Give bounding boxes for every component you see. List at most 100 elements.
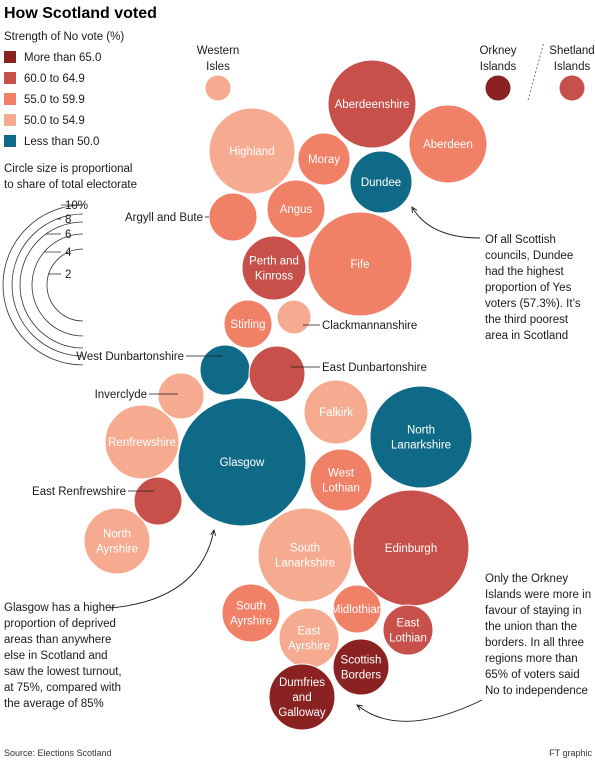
bubble-western-isles xyxy=(204,74,232,102)
legend-label-55-0-to-59-9: 55.0 to 59.9 xyxy=(24,94,85,106)
bubble-argyll-and-bute xyxy=(208,192,258,242)
bubble-perth-and-kinross xyxy=(241,235,307,301)
size-key-label: 2 xyxy=(65,269,71,281)
bubble-west-dunbartonshire xyxy=(199,344,251,396)
credit-note: FT graphic xyxy=(549,748,592,758)
size-caption-line-2: to share of total electorate xyxy=(4,179,137,191)
label-inverclyde: Inverclyde xyxy=(95,389,147,401)
legend-swatch-less-than-50-0 xyxy=(4,135,16,147)
size-key-circle xyxy=(31,233,84,337)
legend-swatch-55-0-to-59-9 xyxy=(4,93,16,105)
legend-label-50-0-to-54-9: 50.0 to 54.9 xyxy=(24,115,85,127)
size-key-circle xyxy=(11,213,84,357)
bubble-dumfries-and-galloway xyxy=(268,663,336,731)
label-east-lothian: East Lothian xyxy=(389,618,427,645)
bubbles: Western Isles Aberdeenshire Orkney Islands Sh… xyxy=(32,45,595,731)
annotations: Of all Scottish councils, Dundee had the h… xyxy=(4,206,591,722)
size-key-label: 8 xyxy=(65,214,71,226)
bubble-moray xyxy=(297,132,351,186)
legend-swatch-50-0-to-54-9 xyxy=(4,114,16,126)
bubble-aberdeen xyxy=(408,104,488,184)
bubble-east-lothian xyxy=(382,604,434,656)
label-orkney-islands: Orkney Islands xyxy=(479,45,516,73)
label-highland: Highland xyxy=(229,146,274,158)
label-fife: Fife xyxy=(350,259,369,271)
label-argyll-and-bute: Argyll and Bute xyxy=(125,212,203,224)
arrow-dundee-head xyxy=(411,206,418,214)
arrow-dundee xyxy=(411,206,481,239)
arrow-glasgow-head xyxy=(210,528,217,536)
bubble-midlothian xyxy=(332,584,382,634)
arrow-glasgow xyxy=(109,529,215,609)
label-western-isles: Western Isles xyxy=(197,45,240,73)
bubble-west-lothian xyxy=(309,448,373,512)
size-key-circle xyxy=(19,221,84,349)
label-west-dunbartonshire: West Dunbartonshire xyxy=(76,351,184,363)
arrow-orkney-head xyxy=(356,704,363,711)
label-south-ayrshire: South Ayrshire xyxy=(230,601,272,628)
bubble-orkney-islands xyxy=(484,74,512,102)
bubble-south-ayrshire xyxy=(221,583,281,643)
label-falkirk: Falkirk xyxy=(319,407,353,419)
legend-label-60-0-to-64-9: 60.0 to 64.9 xyxy=(24,73,85,85)
label-scottish-borders: Scottish Borders xyxy=(341,655,382,682)
legend-swatch-60-0-to-64-9 xyxy=(4,72,16,84)
legend-label-less-than-50-0: Less than 50.0 xyxy=(24,136,99,148)
label-glasgow: Glasgow xyxy=(220,457,265,469)
annotation-glasgow: Glasgow has a higher proportion of depriv… xyxy=(4,602,122,710)
label-angus: Angus xyxy=(280,204,313,216)
label-moray: Moray xyxy=(308,154,340,166)
label-renfrewshire: Renfrewshire xyxy=(108,437,176,449)
bubble-renfrewshire xyxy=(104,404,180,480)
legend-swatch-more-than-65-0 xyxy=(4,51,16,63)
label-aberdeen: Aberdeen xyxy=(423,139,473,151)
bubble-shetland-islands xyxy=(558,74,586,102)
bubble-north-lanarkshire xyxy=(369,385,473,489)
size-key-circle xyxy=(2,204,84,366)
size-key-label: 4 xyxy=(65,247,72,259)
legend: More than 65.0 60.0 to 64.9 55.0 to 59.9 50… xyxy=(4,51,101,148)
annotation-orkney: Only the Orkney Islands were more in favou… xyxy=(485,573,591,697)
label-stirling: Stirling xyxy=(230,319,265,331)
source-note: Source: Elections Scotland xyxy=(4,748,112,758)
label-dundee: Dundee xyxy=(361,177,401,189)
annotation-dundee: Of all Scottish councils, Dundee had the h… xyxy=(485,234,581,342)
label-perth-and-kinross: Perth and Kinross xyxy=(249,256,299,283)
bubble-clackmannanshire xyxy=(276,299,312,335)
label-west-lothian: West Lothian xyxy=(322,468,360,495)
orkney-shetland-divider xyxy=(527,41,545,101)
label-north-lanarkshire: North Lanarkshire xyxy=(391,425,451,452)
legend-title: Strength of No vote (%) xyxy=(4,31,124,43)
bubble-east-ayrshire xyxy=(278,607,340,669)
label-dumfries-and-galloway: Dumfries and Galloway xyxy=(278,677,326,719)
bubble-scottish-borders xyxy=(332,638,390,696)
bubble-east-renfrewshire xyxy=(133,476,183,526)
bubble-angus xyxy=(266,179,326,239)
label-midlothian: Midlothian xyxy=(331,604,383,616)
label-aberdeenshire: Aberdeenshire xyxy=(335,99,410,111)
bubble-glasgow xyxy=(177,397,307,527)
size-key: 10% 8 6 4 2 xyxy=(2,200,88,366)
label-north-ayrshire: North Ayrshire xyxy=(96,529,138,556)
label-east-renfrewshire: East Renfrewshire xyxy=(32,486,126,498)
bubble-aberdeenshire xyxy=(327,59,417,149)
arrow-orkney xyxy=(356,699,483,722)
size-key-circle xyxy=(46,248,84,322)
label-edinburgh: Edinburgh xyxy=(385,543,437,555)
label-south-lanarkshire: South Lanarkshire xyxy=(275,543,335,570)
bubble-inverclyde xyxy=(157,372,205,420)
legend-label-more-than-65-0: More than 65.0 xyxy=(24,52,101,64)
label-east-dunbartonshire: East Dunbartonshire xyxy=(322,362,427,374)
bubble-east-dunbartonshire xyxy=(248,345,306,403)
bubble-south-lanarkshire xyxy=(257,507,353,603)
bubble-stirling xyxy=(223,299,273,349)
chart-title: How Scotland voted xyxy=(4,5,157,22)
label-east-ayrshire: East Ayrshire xyxy=(288,626,330,653)
bubble-highland xyxy=(208,107,296,195)
size-caption-line-1: Circle size is proportional xyxy=(4,163,132,175)
size-key-label: 6 xyxy=(65,229,71,241)
size-key-label: 10% xyxy=(65,200,88,212)
label-clackmannanshire: Clackmannanshire xyxy=(322,320,417,332)
bubble-falkirk xyxy=(303,379,369,445)
